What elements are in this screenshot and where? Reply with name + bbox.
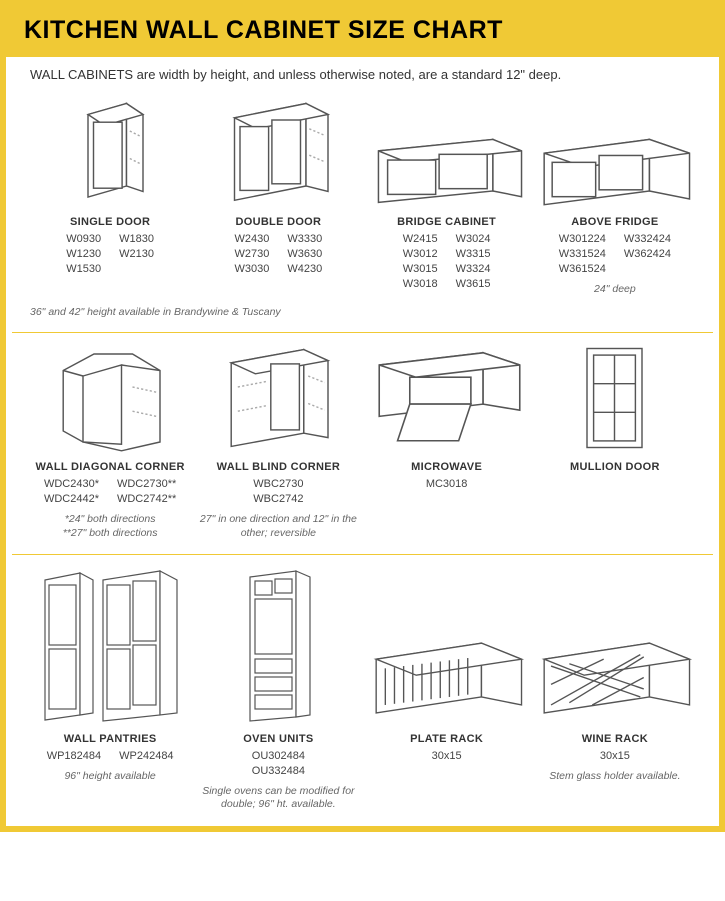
label: DOUBLE DOOR	[198, 216, 358, 228]
codes: W2430W2730W3030 W3330W3630W4230	[198, 232, 358, 277]
title-bar: KITCHEN WALL CABINET SIZE CHART	[6, 6, 719, 57]
note: 24" deep	[535, 283, 695, 297]
section-row-2: WALL DIAGONAL CORNER WDC2430*WDC2442* WD…	[6, 333, 719, 554]
label: WINE RACK	[535, 733, 695, 745]
codes: OU302484 OU332484	[198, 749, 358, 779]
cell-bridge-cabinet: BRIDGE CABINET W2415W3012W3015W3018 W302…	[367, 98, 527, 296]
cell-above-fridge: ABOVE FRIDGE W301224W331524W361524 W3324…	[535, 98, 695, 296]
bridge-cabinet-icon	[367, 98, 527, 208]
codes: WP182484 WP242484	[30, 749, 190, 764]
codes: WBC2730 WBC2742	[198, 477, 358, 507]
section-row-3: WALL PANTRIES WP182484 WP242484 96" heig…	[6, 555, 719, 826]
note: Stem glass holder available.	[535, 770, 695, 784]
oven-units-icon	[198, 565, 358, 725]
codes: 30x15	[367, 749, 527, 764]
codes: WDC2430*WDC2442* WDC2730**WDC2742**	[30, 477, 190, 507]
cell-wall-blind-corner: WALL BLIND CORNER WBC2730 WBC2742 27" in…	[198, 343, 358, 540]
label: BRIDGE CABINET	[367, 216, 527, 228]
label: MICROWAVE	[367, 461, 527, 473]
above-fridge-icon	[535, 98, 695, 208]
cell-microwave: MICROWAVE MC3018	[367, 343, 527, 540]
codes: MC3018	[367, 477, 527, 492]
cell-mullion-door: MULLION DOOR	[535, 343, 695, 540]
note: 27" in one direction and 12" in the othe…	[198, 513, 358, 540]
row1-note: 36" and 42" height available in Brandywi…	[30, 306, 695, 318]
cell-plate-rack: PLATE RACK 30x15	[367, 565, 527, 812]
label: WALL BLIND CORNER	[198, 461, 358, 473]
plate-rack-icon	[367, 565, 527, 725]
wall-blind-corner-icon	[198, 343, 358, 453]
codes: W301224W331524W361524 W332424W362424	[535, 232, 695, 277]
note: Single ovens can be modified for double;…	[198, 785, 358, 812]
codes: W0930W1230W1530 W1830W2130	[30, 232, 190, 277]
cell-single-door: SINGLE DOOR W0930W1230W1530 W1830W2130	[30, 98, 190, 296]
wall-pantries-icon	[30, 565, 190, 725]
wine-rack-icon	[535, 565, 695, 725]
microwave-icon	[367, 343, 527, 453]
cell-wine-rack: WINE RACK 30x15 Stem glass holder availa…	[535, 565, 695, 812]
label: SINGLE DOOR	[30, 216, 190, 228]
note: *24" both directions**27" both direction…	[30, 513, 190, 540]
single-door-icon	[30, 98, 190, 208]
cell-double-door: DOUBLE DOOR W2430W2730W3030 W3330W3630W4…	[198, 98, 358, 296]
mullion-door-icon	[535, 343, 695, 453]
section-row-1: SINGLE DOOR W0930W1230W1530 W1830W2130	[6, 88, 719, 332]
cell-wall-pantries: WALL PANTRIES WP182484 WP242484 96" heig…	[30, 565, 190, 812]
cell-oven-units: OVEN UNITS OU302484 OU332484 Single oven…	[198, 565, 358, 812]
wall-diagonal-corner-icon	[30, 343, 190, 453]
label: OVEN UNITS	[198, 733, 358, 745]
chart-container: KITCHEN WALL CABINET SIZE CHART WALL CAB…	[0, 0, 725, 832]
subtitle: WALL CABINETS are width by height, and u…	[6, 57, 719, 88]
label: MULLION DOOR	[535, 461, 695, 473]
codes: 30x15	[535, 749, 695, 764]
label: PLATE RACK	[367, 733, 527, 745]
cell-wall-diagonal-corner: WALL DIAGONAL CORNER WDC2430*WDC2442* WD…	[30, 343, 190, 540]
double-door-icon	[198, 98, 358, 208]
label: ABOVE FRIDGE	[535, 216, 695, 228]
note: 96" height available	[30, 770, 190, 784]
codes: W2415W3012W3015W3018 W3024W3315W3324W361…	[367, 232, 527, 291]
label: WALL DIAGONAL CORNER	[30, 461, 190, 473]
label: WALL PANTRIES	[30, 733, 190, 745]
page-title: KITCHEN WALL CABINET SIZE CHART	[24, 16, 701, 45]
